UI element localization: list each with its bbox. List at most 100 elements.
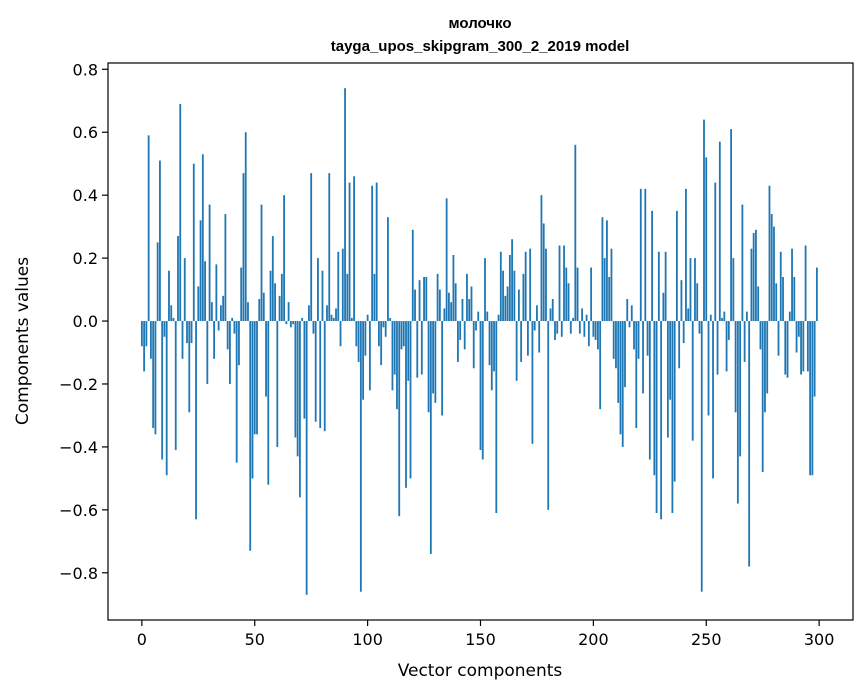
bar-195 [581, 308, 583, 322]
bar-54 [262, 292, 265, 322]
bar-124 [420, 321, 423, 375]
bar-115 [400, 321, 403, 350]
bar-47 [247, 302, 249, 322]
bar-208 [610, 248, 613, 322]
bar-222 [642, 321, 644, 394]
bar-137 [450, 302, 453, 322]
bar-145 [468, 299, 471, 322]
bar-283 [779, 251, 782, 322]
bar-77 [314, 321, 317, 422]
bar-288 [791, 248, 793, 322]
bar-3 [147, 135, 150, 322]
bar-53 [260, 204, 263, 322]
bar-218 [633, 321, 635, 350]
bar-274 [759, 321, 762, 350]
x-axis-ticks: 0 50 100 150 200 250 300 [137, 620, 835, 649]
bar-279 [770, 214, 773, 322]
bar-37 [224, 214, 227, 322]
bar-8 [159, 160, 161, 322]
bar-48 [249, 321, 252, 551]
bar-211 [617, 321, 620, 403]
bar-176 [538, 321, 541, 353]
bar-113 [396, 321, 398, 410]
bar-252 [709, 314, 712, 322]
bar-205 [603, 258, 606, 322]
bar-152 [484, 258, 486, 322]
bar-240 [682, 321, 685, 344]
bar-184 [556, 321, 559, 334]
bar-242 [687, 308, 690, 322]
bar-63 [283, 195, 285, 322]
bar-157 [495, 321, 498, 514]
bar-278 [768, 185, 771, 322]
bar-32 [213, 321, 216, 359]
bar-25 [197, 286, 200, 322]
bar-161 [504, 295, 507, 322]
bar-93 [350, 317, 353, 322]
bar-183 [554, 321, 556, 340]
bar-38 [226, 321, 229, 350]
bar-58 [271, 236, 274, 322]
bar-104 [375, 182, 378, 322]
bar-102 [371, 185, 374, 322]
bar-79 [319, 321, 322, 429]
bar-248 [700, 321, 703, 592]
bar-56 [267, 321, 270, 485]
bar-49 [251, 321, 254, 479]
x-tick-label: 50 [245, 630, 265, 649]
bar-246 [696, 283, 699, 322]
bar-111 [391, 321, 394, 391]
bar-284 [782, 276, 784, 322]
y-axis-ticks: −0.8 −0.6 −0.4 −0.2 0.0 0.2 0.4 0.6 0.8 [59, 60, 108, 583]
bar-121 [414, 289, 416, 322]
bar-231 [662, 292, 665, 322]
bar-225 [648, 321, 651, 460]
bar-168 [520, 321, 523, 362]
bar-109 [387, 217, 389, 322]
bar-134 [443, 308, 446, 322]
y-tick-label: −0.8 [59, 564, 98, 583]
bar-141 [459, 321, 462, 340]
bar-223 [644, 188, 647, 322]
bar-74 [308, 305, 310, 322]
bar-198 [587, 321, 590, 347]
bar-204 [601, 217, 604, 322]
bar-232 [664, 251, 667, 322]
bar-0 [140, 321, 143, 347]
bar-237 [676, 210, 678, 322]
bar-107 [382, 321, 385, 328]
bar-39 [229, 321, 231, 384]
bar-203 [599, 321, 602, 410]
bar-299 [815, 267, 818, 322]
bar-167 [517, 289, 520, 322]
bar-23 [192, 163, 195, 322]
bar-174 [533, 321, 536, 331]
bar-282 [777, 321, 780, 356]
bar-182 [551, 299, 554, 322]
x-tick-label: 0 [137, 630, 147, 649]
bar-4 [149, 321, 152, 359]
bar-213 [621, 321, 624, 447]
bar-244 [691, 321, 694, 441]
bar-233 [666, 321, 669, 438]
bar-12 [168, 270, 170, 322]
bar-series [140, 88, 818, 595]
bar-194 [578, 321, 581, 334]
bar-200 [592, 321, 595, 337]
bar-119 [409, 321, 412, 479]
bar-164 [511, 239, 514, 322]
bar-91 [346, 273, 349, 322]
bar-227 [653, 321, 656, 476]
plot-frame [107, 62, 854, 621]
bar-201 [594, 321, 597, 340]
x-tick-label: 300 [804, 630, 835, 649]
bar-190 [569, 321, 572, 334]
bar-187 [563, 245, 565, 322]
bar-287 [788, 311, 791, 322]
bar-100 [366, 314, 369, 322]
bar-44 [240, 267, 243, 322]
bar-138 [452, 254, 455, 322]
bar-41 [233, 321, 236, 334]
bar-126 [425, 276, 428, 322]
